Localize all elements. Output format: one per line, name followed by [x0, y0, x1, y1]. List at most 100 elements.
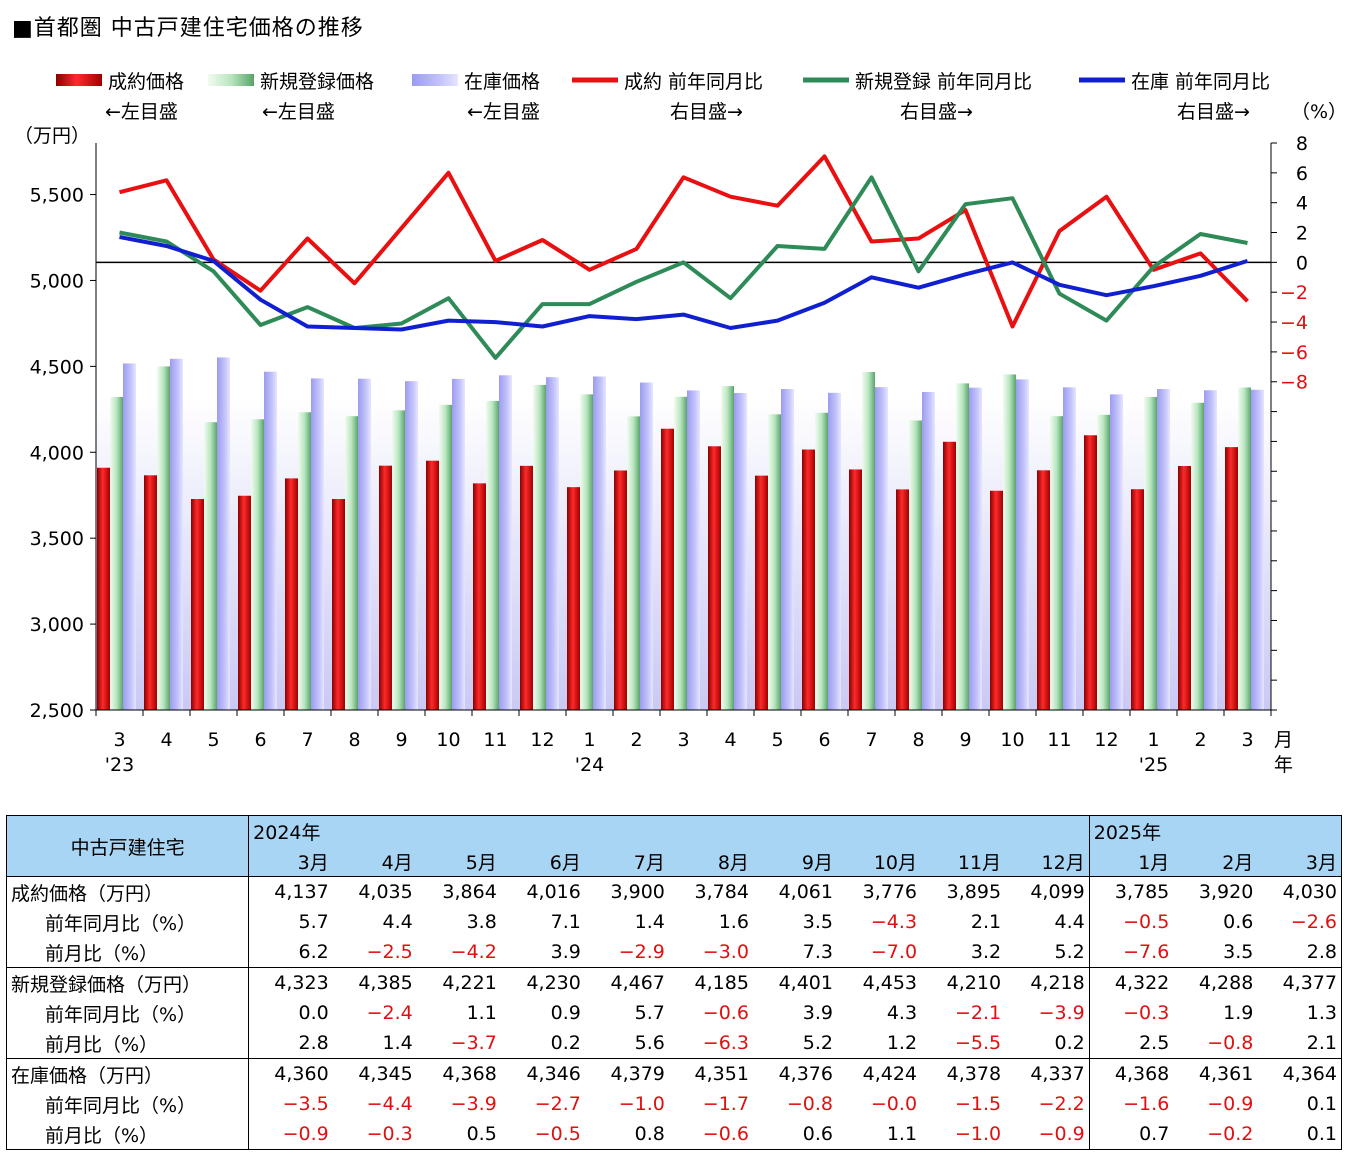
table-cell: 3.9 [550, 941, 581, 963]
table-cell: 1.9 [1223, 1002, 1254, 1024]
bar-new-listing-price [1097, 414, 1110, 710]
legend-label: 成約 前年同月比 [624, 71, 763, 93]
left-tick-label: 3,500 [30, 528, 84, 550]
x-tick-label: 1 [583, 729, 595, 751]
bar-new-listing-price [1050, 416, 1063, 710]
table-cell: −0.8 [786, 1093, 833, 1115]
table-cell: 0.2 [550, 1032, 581, 1054]
table-month-header: 11月 [921, 846, 1006, 877]
table-cell: −2.7 [534, 1093, 581, 1115]
table-cell: 4,337 [1005, 1058, 1090, 1089]
bar-new-listing-price [1144, 396, 1157, 710]
table-cell: 4,221 [416, 967, 501, 998]
bar-new-listing-price [392, 410, 405, 710]
table-cell: −0.9 [248, 1119, 333, 1150]
table-month-header: 3月 [248, 846, 333, 877]
table-cell: 2.8 [298, 1032, 329, 1054]
row-label: 在庫価格（万円） [5, 1058, 250, 1089]
left-tick-label: 3,000 [30, 614, 84, 636]
bar-contract-price [1178, 466, 1191, 710]
table-month-row: 3月 4月 5月 6月 7月 8月 9月 10月 11月 12月 1月 2月 3月 [7, 846, 1343, 877]
x-tick-label: 3 [677, 729, 689, 751]
table-cell: −4.4 [366, 1093, 413, 1115]
legend-swatch [56, 74, 102, 86]
row-label: 前年同月比（%） [5, 1089, 250, 1119]
x-tick-label: 9 [395, 729, 407, 751]
bar-inventory-price [1016, 379, 1029, 710]
x-tick-label: 5 [771, 729, 783, 751]
table-cell: −3.9 [450, 1093, 497, 1115]
x-tick-label: 1 [1147, 729, 1159, 751]
x-tick-label: 11 [483, 729, 507, 751]
bar-inventory-price [1063, 387, 1076, 710]
left-axis-unit: （万円） [14, 125, 90, 147]
table-year-row: 中古戸建住宅 2024年 2025年 [5, 815, 1343, 877]
table-month-header: 6月 [500, 846, 585, 877]
bar-new-listing-price [1238, 387, 1251, 710]
bar-contract-price [896, 489, 909, 710]
bar-inventory-price [969, 387, 982, 710]
bar-contract-price [473, 483, 486, 710]
table-cell: −0.6 [702, 1002, 749, 1024]
table-month-header: 10月 [836, 846, 922, 877]
right-tick-label: −8 [1280, 372, 1308, 394]
bar-new-listing-price [1191, 402, 1204, 710]
table-cell: 4,016 [526, 881, 581, 903]
legend-label: 新規登録価格 [260, 71, 374, 93]
bar-new-listing-price [721, 386, 734, 710]
bar-new-listing-price [533, 384, 546, 710]
bar-contract-price [990, 490, 1003, 710]
table-month-header: 8月 [668, 846, 753, 877]
bar-inventory-price [1110, 394, 1123, 710]
table-cell: 4,323 [248, 967, 333, 998]
table-month-header: 5月 [416, 846, 501, 877]
table-cell: −0.6 [668, 1119, 753, 1150]
table-cell: −3.5 [282, 1093, 329, 1115]
bar-new-listing-price [580, 394, 593, 710]
table-cell: 3,776 [862, 881, 918, 903]
table-cell: 3.5 [802, 911, 833, 933]
table-cell: 4,379 [584, 1058, 669, 1089]
bar-inventory-price [546, 377, 559, 710]
row-label: 前年同月比（%） [5, 907, 250, 937]
bar-new-listing-price [110, 396, 123, 710]
x-tick-label: 11 [1047, 729, 1071, 751]
table-cell: 7.1 [550, 911, 581, 933]
row-label: 新規登録価格（万円） [5, 967, 250, 998]
table-cell: 4,364 [1257, 1058, 1343, 1089]
table-row: 前月比（%） −0.9 −0.3 0.5 −0.5 0.8 −0.6 0.6 1.1 −1.0 −0… [5, 1119, 1343, 1150]
bar-new-listing-price [157, 366, 170, 710]
legend-axis-note: 右目盛→ [900, 101, 973, 123]
table-cell: 4.3 [886, 1002, 918, 1024]
table-cell: 4,230 [500, 967, 585, 998]
table-cell: −0.8 [1207, 1032, 1254, 1054]
bar-inventory-price [828, 392, 841, 710]
bar-new-listing-price [204, 422, 217, 710]
table-month-header: 9月 [752, 846, 837, 877]
bar-inventory-price [452, 378, 465, 710]
table-cell: 0.1 [1257, 1119, 1343, 1150]
legend-label: 在庫 前年同月比 [1131, 71, 1270, 93]
left-tick-label: 4,000 [30, 442, 84, 464]
bar-inventory-price [593, 376, 606, 710]
table-cell: −6.3 [702, 1032, 749, 1054]
bar-inventory-price [781, 389, 794, 710]
table-cell: 4,218 [1005, 967, 1090, 998]
bar-contract-price [567, 487, 580, 710]
table-row: 前月比（%） 6.2 −2.5 −4.2 3.9 −2.9 −3.0 7.3 −7.0 3.2 5.… [5, 937, 1343, 968]
table-cell: −0.3 [1088, 998, 1174, 1028]
table-cell: 3.5 [1223, 941, 1254, 963]
left-tick-label: 2,500 [30, 700, 84, 722]
bar-new-listing-price [298, 412, 311, 710]
table-cell: 3,864 [442, 881, 497, 903]
table-row: 前年同月比（%） 5.7 4.4 3.8 7.1 1.4 1.6 3.5 −4.3 2.1 4.4−… [5, 907, 1343, 937]
table-cell: −0.2 [1173, 1119, 1258, 1150]
line-new-listing-yoy [119, 175, 1248, 360]
x-tick-label: 8 [348, 729, 360, 751]
table-cell: −1.6 [1088, 1089, 1174, 1119]
table-corner: 中古戸建住宅 [5, 815, 250, 877]
bar-inventory-price [1204, 390, 1217, 710]
bar-contract-price [332, 499, 345, 710]
table-cell: 0.6 [1223, 911, 1254, 933]
table-row: 新規登録価格（万円） 4,323 4,385 4,221 4,230 4,467 4,185… [5, 967, 1343, 998]
